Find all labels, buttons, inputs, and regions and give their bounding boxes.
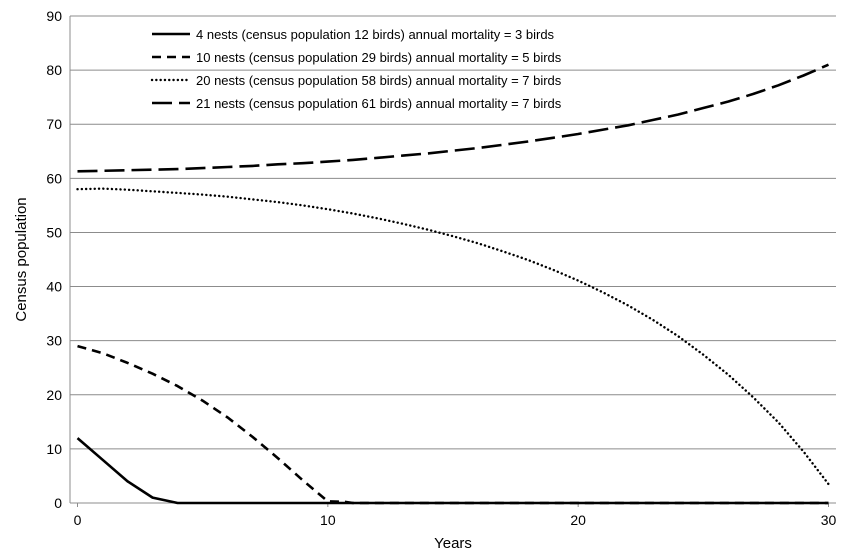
y-tick-label: 80: [46, 62, 62, 78]
x-tick-label: 30: [821, 512, 837, 528]
x-tick-label: 20: [570, 512, 586, 528]
y-tick-label: 90: [46, 8, 62, 24]
y-tick-label: 0: [54, 495, 62, 511]
y-tick-label: 40: [46, 279, 62, 295]
legend-label-3: 20 nests (census population 58 birds) an…: [196, 73, 562, 88]
y-axis-title: Census population: [13, 197, 30, 321]
y-tick-label: 10: [46, 441, 62, 457]
series-line-3: [76, 187, 830, 486]
series-line-2: [77, 344, 829, 505]
y-tick-label: 70: [46, 116, 62, 132]
series-lines: [76, 63, 830, 505]
legend-label-2: 10 nests (census population 29 birds) an…: [196, 50, 562, 65]
y-tick-label: 30: [46, 333, 62, 349]
x-tick-label: 10: [320, 512, 336, 528]
legend-label-1: 4 nests (census population 12 birds) ann…: [196, 27, 555, 42]
series-line-4: [77, 63, 830, 173]
axes: [69, 16, 836, 507]
x-tick-label: 0: [74, 512, 82, 528]
gridlines: [70, 15, 836, 450]
y-tick-label: 50: [46, 224, 62, 240]
series-line-1: [76, 437, 829, 505]
tick-labels: 0 10 20 30 40 50 60 70 80 90 0 10 20 30: [46, 8, 836, 528]
x-axis-title: Years: [434, 535, 472, 551]
legend-label-4: 21 nests (census population 61 birds) an…: [196, 96, 562, 111]
legend: 4 nests (census population 12 birds) ann…: [150, 27, 562, 111]
y-tick-label: 20: [46, 387, 62, 403]
y-tick-label: 60: [46, 170, 62, 186]
